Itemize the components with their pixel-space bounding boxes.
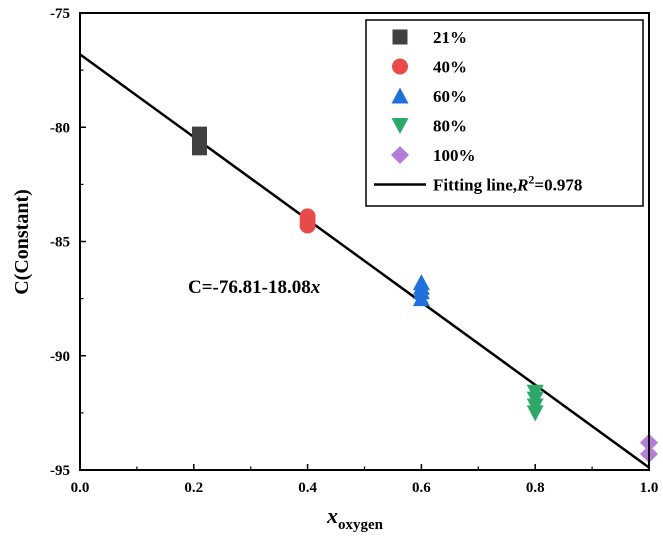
y-axis-title: C(Constant) (11, 189, 33, 295)
y-tick-label: -90 (50, 349, 70, 365)
legend-label: 60% (433, 87, 467, 106)
data-point-60pct (412, 290, 430, 307)
data-point-80pct (526, 405, 544, 422)
legend-fit-label: Fitting line,R2=0.978 (433, 173, 582, 195)
legend-label: 21% (433, 28, 467, 47)
data-point-21pct (191, 140, 207, 156)
fit-equation-variable: x (310, 277, 321, 298)
points-layer (191, 126, 658, 464)
x-axis-title-main: x (326, 503, 338, 528)
y-tick-label: -80 (50, 120, 70, 136)
x-tick-label: 0.8 (526, 480, 545, 496)
legend-marker-60pct (391, 87, 409, 104)
legend-box (365, 19, 644, 207)
x-tick-label: 0.4 (298, 480, 317, 496)
legend-label: 80% (433, 117, 467, 136)
x-tick-label: 0.6 (412, 480, 431, 496)
y-tick-label: -95 (50, 463, 70, 479)
legend-label: 40% (433, 58, 467, 77)
data-point-40pct (299, 217, 316, 234)
legend-marker-80pct (391, 118, 409, 134)
x-axis-title-subscript: oxygen (338, 517, 384, 533)
fitting-line (79, 53, 650, 469)
x-axis-title: xoxygen (326, 503, 384, 533)
x-tick-label: 0.0 (71, 480, 90, 496)
legend-marker-100pct (391, 146, 409, 164)
legend: 21% 40% 60% 80% 100% Fitting line,R2=0.978 (365, 19, 644, 207)
legend-marker-40pct (392, 58, 408, 75)
ticks-layer: 0.0 0.2 0.4 0.6 0.8 1.0 -75 -80 -85 -90 -95 (50, 6, 658, 496)
fit-equation-text: C=-76.81-18.08 (188, 277, 311, 298)
y-tick-label: -75 (50, 6, 70, 22)
fit-layer (79, 53, 650, 469)
legend-label: 100% (433, 146, 476, 165)
x-tick-label: 0.2 (184, 480, 203, 496)
fit-equation-annotation: C=-76.81-18.08x (188, 277, 321, 298)
legend-marker-21pct (392, 29, 408, 45)
y-tick-label: -85 (50, 235, 70, 251)
x-tick-label: 1.0 (640, 480, 659, 496)
